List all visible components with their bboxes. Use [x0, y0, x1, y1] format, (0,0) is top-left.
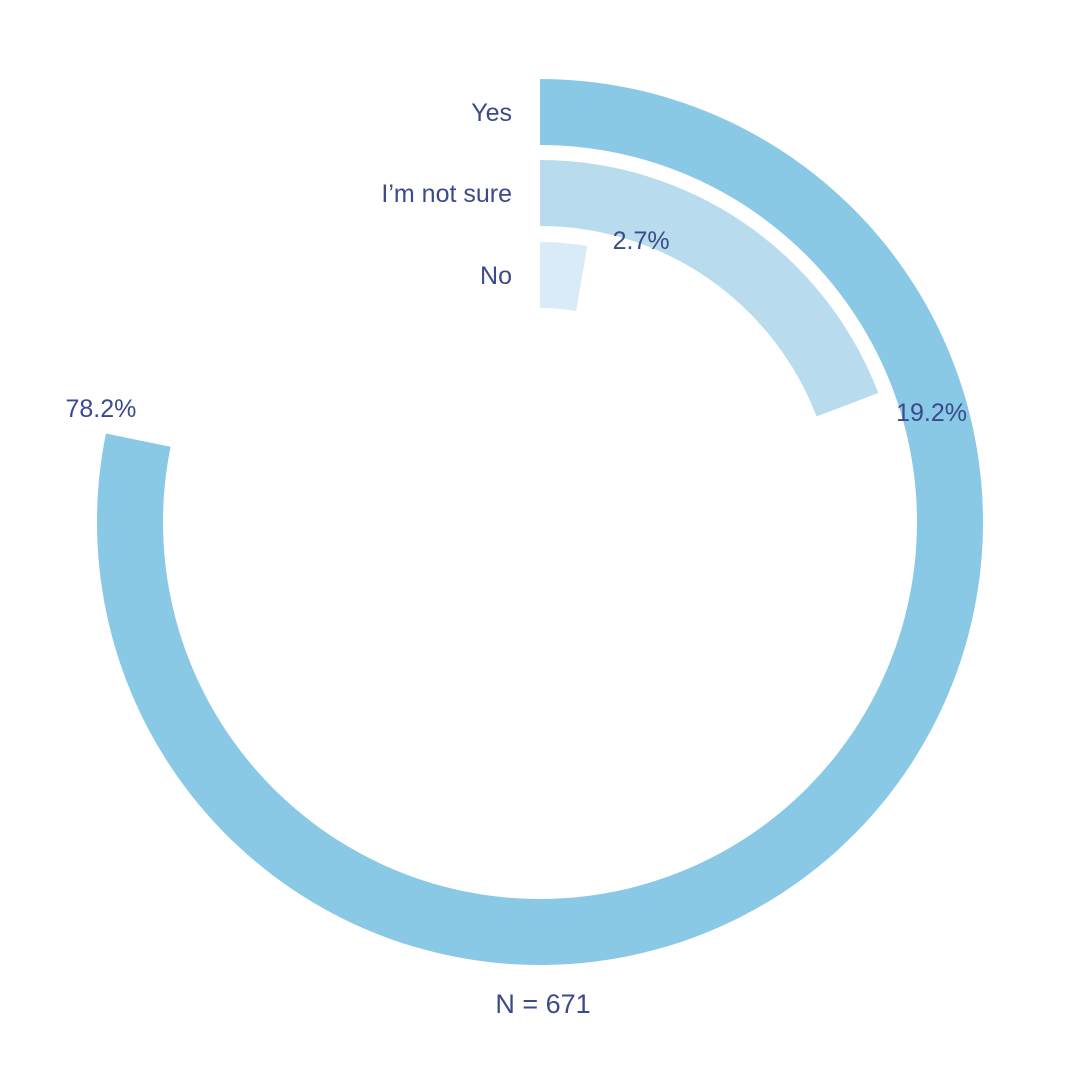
category-label: No [480, 262, 512, 290]
value-label: 78.2% [65, 395, 136, 423]
sample-size-footnote: N = 671 [495, 989, 590, 1019]
bar-no [540, 242, 588, 312]
value-label: 19.2% [896, 399, 967, 427]
category-label: Yes [471, 99, 512, 127]
labels-layer: Yes 78.2% I’m not sure 19.2% No 2.7% [65, 99, 967, 427]
bars-layer [96, 79, 983, 965]
value-label: 2.7% [613, 227, 670, 255]
category-label: I’m not sure [381, 180, 512, 208]
bar-yes [96, 79, 983, 965]
bar-i-m-not-sure [540, 160, 879, 417]
